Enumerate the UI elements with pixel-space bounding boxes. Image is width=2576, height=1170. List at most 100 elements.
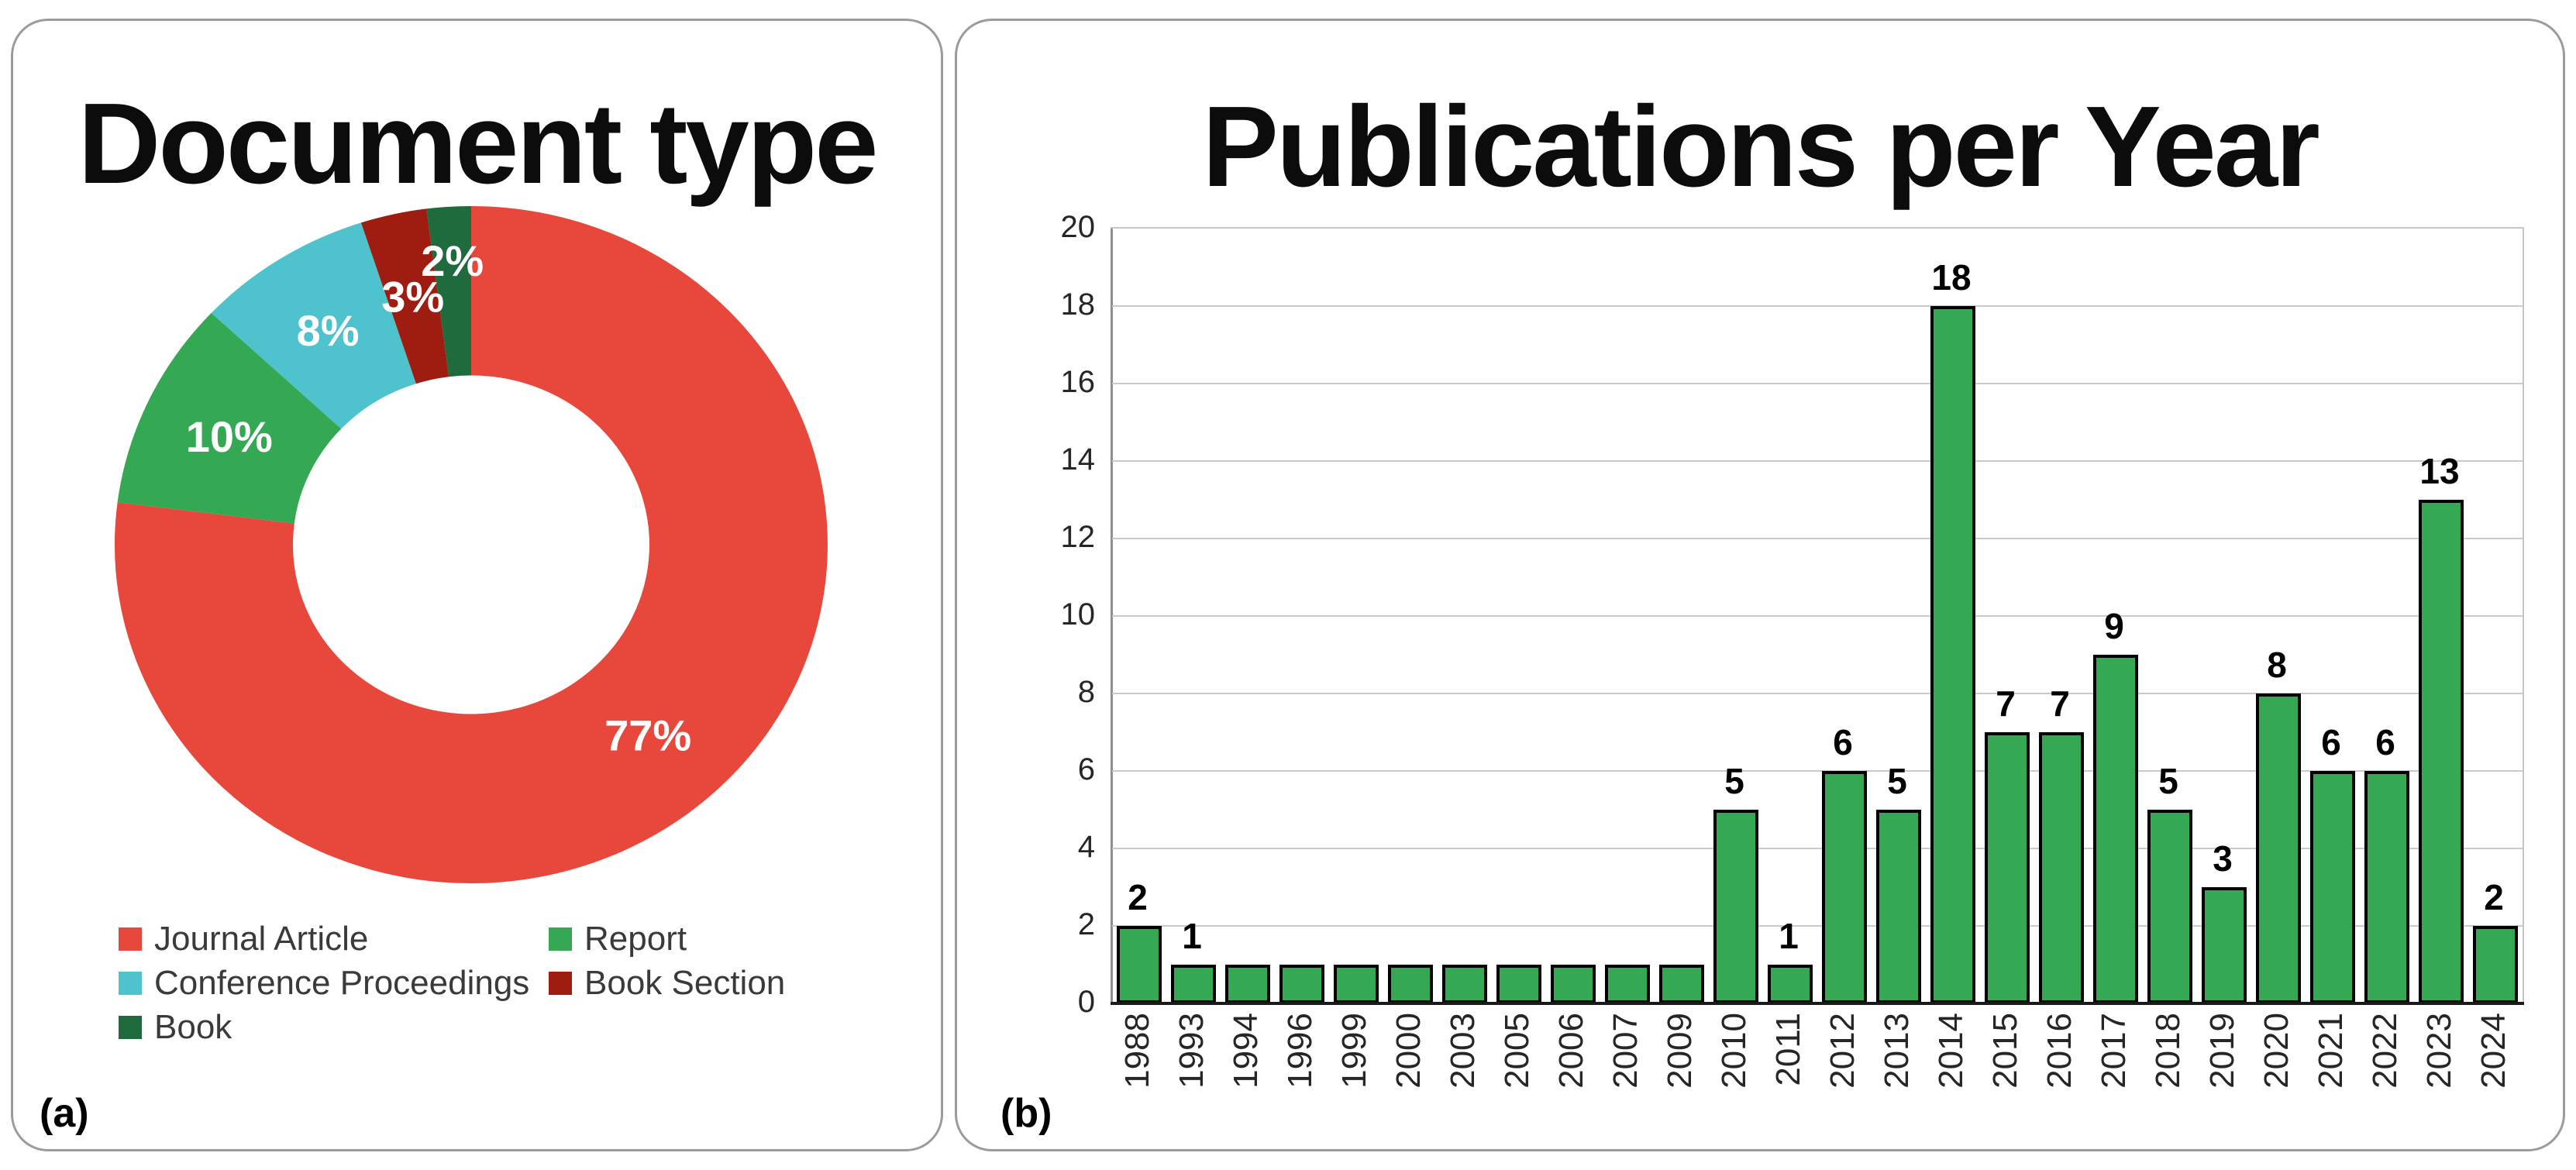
bar-2015: [1985, 732, 2030, 1003]
x-tick-label-2016: 2016: [2040, 1013, 2078, 1089]
bar-value-label-2023: 13: [2419, 451, 2460, 491]
y-tick-label-20: 20: [1060, 210, 1096, 244]
y-axis-line: [1111, 229, 1113, 1005]
bar-value-label-2017: 9: [2104, 606, 2124, 646]
x-tick-label-2000: 2000: [1390, 1013, 1427, 1089]
bar-2011: [1768, 965, 1813, 1003]
gridline-y-6: [1112, 770, 2523, 772]
bar-value-label-2014: 18: [1931, 257, 1972, 298]
bar-2021: [2310, 771, 2355, 1003]
y-tick-label-10: 10: [1060, 597, 1096, 631]
bar-value-label-2019: 3: [2213, 838, 2233, 879]
bar-value-label-2015: 7: [1996, 683, 2016, 724]
donut-legend: Journal Article Conference Proceedings Boo…: [119, 917, 785, 1049]
legend-label: Conference Proceedings: [154, 963, 530, 1002]
panel-publications-per-year: Publications per Year (b) 0 2 4 6 8 10 12 14 16 1…: [955, 19, 2565, 1151]
x-tick-label-2007: 2007: [1607, 1013, 1644, 1089]
x-tick-label-2019: 2019: [2203, 1013, 2241, 1089]
y-tick-label-8: 8: [1077, 675, 1095, 709]
x-tick-label-2013: 2013: [1878, 1013, 1916, 1089]
y-tick-label-0: 0: [1077, 985, 1095, 1019]
legend-item-journal-article: Journal Article: [119, 917, 549, 961]
donut-percent-label: 8%: [297, 306, 360, 355]
legend-swatch: [119, 927, 142, 951]
x-tick-label-1994: 1994: [1227, 1013, 1265, 1089]
bar-2014: [1930, 306, 1975, 1003]
donut-slice-conference-proceedings: [211, 222, 416, 429]
x-tick-label-2010: 2010: [1715, 1013, 1753, 1089]
y-tick-label-6: 6: [1077, 752, 1095, 786]
bar-2016: [2039, 732, 2084, 1003]
panel-a-corner-label: (a): [40, 1091, 89, 1136]
legend-swatch: [549, 971, 572, 995]
y-tick-label-4: 4: [1077, 830, 1095, 864]
bar-2020: [2256, 693, 2301, 1003]
gridline-y-14: [1112, 460, 2523, 462]
bar-2010: [1713, 810, 1758, 1003]
bar-value-label-2024: 2: [2484, 877, 2504, 917]
legend-label: Book: [154, 1007, 232, 1046]
gridline-y-8: [1112, 693, 2523, 694]
bar-2013: [1876, 810, 1921, 1003]
bar-2007: [1605, 965, 1650, 1003]
panel-a-title: Document type: [77, 80, 878, 208]
legend-swatch: [119, 971, 142, 995]
donut-percent-label: 10%: [186, 412, 273, 461]
bar-1999: [1334, 965, 1379, 1003]
gridline-y-18: [1112, 305, 2523, 307]
x-tick-label-2009: 2009: [1661, 1013, 1699, 1089]
donut-percent-label: 3%: [381, 273, 444, 322]
donut-chart: 77% 10% 8% 3%2%: [114, 205, 828, 883]
bar-chart-plot-area: [1111, 227, 2524, 1005]
bar-value-label-2011: 1: [1779, 916, 1799, 956]
x-tick-label-2011: 2011: [1769, 1013, 1807, 1086]
legend-label: Journal Article: [154, 919, 369, 958]
bar-value-label-2010: 5: [1724, 761, 1744, 801]
gridline-y-16: [1112, 383, 2523, 384]
x-tick-label-2017: 2017: [2095, 1013, 2133, 1089]
x-tick-label-2023: 2023: [2420, 1013, 2458, 1089]
bar-1993: [1171, 965, 1216, 1003]
y-tick-label-12: 12: [1060, 520, 1096, 554]
gridline-y-2: [1112, 925, 2523, 927]
legend-item-report: Report: [549, 917, 785, 961]
panel-b-title: Publications per Year: [1202, 83, 2320, 211]
panel-b-corner-label: (b): [1000, 1091, 1052, 1136]
bar-2006: [1551, 965, 1596, 1003]
donut-percent-label: 77%: [604, 711, 691, 759]
legend-label: Book Section: [584, 963, 786, 1002]
x-tick-label-2003: 2003: [1444, 1013, 1482, 1089]
bar-value-label-2020: 8: [2267, 645, 2287, 685]
bar-value-label-2018: 5: [2158, 761, 2178, 801]
x-tick-label-2005: 2005: [1498, 1013, 1536, 1089]
donut-slice-book: [426, 205, 471, 377]
donut-slice-report: [117, 312, 342, 524]
x-tick-label-1993: 1993: [1173, 1013, 1211, 1089]
x-axis-line: [1111, 1002, 2524, 1005]
bar-value-label-2022: 6: [2375, 722, 2395, 762]
bar-value-label-2021: 6: [2321, 722, 2341, 762]
bar-2024: [2473, 926, 2518, 1003]
gridline-y-12: [1112, 538, 2523, 539]
bar-2012: [1822, 771, 1867, 1003]
x-tick-label-2014: 2014: [1932, 1013, 1970, 1089]
bar-2019: [2202, 887, 2247, 1003]
bar-2000: [1388, 965, 1433, 1003]
x-tick-label-2015: 2015: [1986, 1013, 2024, 1089]
gridline-y-10: [1112, 615, 2523, 617]
y-tick-label-16: 16: [1060, 365, 1096, 399]
legend-item-book: Book: [119, 1005, 549, 1049]
bar-2023: [2419, 500, 2464, 1003]
x-tick-label-2006: 2006: [1552, 1013, 1590, 1089]
donut-percent-label: 2%: [421, 236, 484, 285]
x-tick-label-2020: 2020: [2257, 1013, 2295, 1089]
bar-value-label-1993: 1: [1182, 916, 1202, 956]
x-tick-label-2012: 2012: [1824, 1013, 1861, 1089]
legend-swatch: [119, 1015, 142, 1039]
bar-value-label-2016: 7: [2050, 683, 2070, 724]
x-tick-label-2018: 2018: [2149, 1013, 2187, 1089]
legend-item-book-section: Book Section: [549, 961, 785, 1005]
bar-2017: [2093, 655, 2138, 1003]
x-tick-label-1988: 1988: [1118, 1013, 1156, 1089]
